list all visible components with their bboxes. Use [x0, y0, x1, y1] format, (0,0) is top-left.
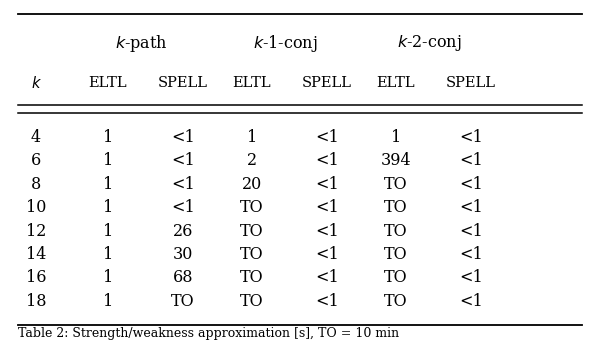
- Text: 26: 26: [173, 223, 193, 239]
- Text: 1: 1: [103, 129, 113, 146]
- Text: 1: 1: [103, 246, 113, 263]
- Text: $k$-path: $k$-path: [115, 32, 167, 54]
- Text: SPELL: SPELL: [158, 76, 208, 89]
- Text: 16: 16: [26, 269, 46, 287]
- Text: 1: 1: [391, 129, 401, 146]
- Text: 1: 1: [103, 199, 113, 216]
- Text: 10: 10: [26, 199, 46, 216]
- Text: <1: <1: [171, 129, 195, 146]
- Text: <1: <1: [171, 199, 195, 216]
- Text: TO: TO: [384, 269, 408, 287]
- Text: ELTL: ELTL: [89, 76, 127, 89]
- Text: $k$-1-conj: $k$-1-conj: [253, 32, 317, 54]
- Text: Table 2: Strength/weakness approximation [s], TO = 10 min: Table 2: Strength/weakness approximation…: [18, 327, 399, 340]
- Text: 1: 1: [103, 176, 113, 193]
- Text: 20: 20: [242, 176, 262, 193]
- Text: TO: TO: [384, 176, 408, 193]
- Text: TO: TO: [384, 199, 408, 216]
- Text: 1: 1: [103, 223, 113, 239]
- Text: <1: <1: [315, 269, 339, 287]
- Text: <1: <1: [315, 129, 339, 146]
- Text: 68: 68: [173, 269, 193, 287]
- Text: 8: 8: [31, 176, 41, 193]
- Text: <1: <1: [459, 152, 483, 169]
- Text: ELTL: ELTL: [233, 76, 271, 89]
- Text: <1: <1: [315, 199, 339, 216]
- Text: SPELL: SPELL: [446, 76, 496, 89]
- Text: <1: <1: [171, 152, 195, 169]
- Text: TO: TO: [240, 246, 264, 263]
- Text: TO: TO: [240, 199, 264, 216]
- Text: ELTL: ELTL: [377, 76, 415, 89]
- Text: <1: <1: [315, 176, 339, 193]
- Text: <1: <1: [459, 223, 483, 239]
- Text: <1: <1: [315, 246, 339, 263]
- Text: 12: 12: [26, 223, 46, 239]
- Text: <1: <1: [315, 152, 339, 169]
- Text: <1: <1: [315, 223, 339, 239]
- Text: 1: 1: [247, 129, 257, 146]
- Text: TO: TO: [240, 293, 264, 310]
- Text: TO: TO: [384, 246, 408, 263]
- Text: 2: 2: [247, 152, 257, 169]
- Text: 4: 4: [31, 129, 41, 146]
- Text: TO: TO: [384, 293, 408, 310]
- Text: 18: 18: [26, 293, 46, 310]
- Text: 1: 1: [103, 293, 113, 310]
- Text: <1: <1: [459, 269, 483, 287]
- Text: <1: <1: [171, 176, 195, 193]
- Text: <1: <1: [459, 246, 483, 263]
- Text: <1: <1: [459, 293, 483, 310]
- Text: 1: 1: [103, 152, 113, 169]
- Text: <1: <1: [459, 176, 483, 193]
- Text: TO: TO: [240, 223, 264, 239]
- Text: 14: 14: [26, 246, 46, 263]
- Text: TO: TO: [384, 223, 408, 239]
- Text: 1: 1: [103, 269, 113, 287]
- Text: TO: TO: [240, 269, 264, 287]
- Text: 394: 394: [380, 152, 412, 169]
- Text: <1: <1: [459, 199, 483, 216]
- Text: <1: <1: [315, 293, 339, 310]
- Text: 30: 30: [173, 246, 193, 263]
- Text: $k$-2-conj: $k$-2-conj: [397, 33, 461, 53]
- Text: SPELL: SPELL: [302, 76, 352, 89]
- Text: $k$: $k$: [31, 75, 41, 90]
- Text: TO: TO: [171, 293, 195, 310]
- Text: 6: 6: [31, 152, 41, 169]
- Text: <1: <1: [459, 129, 483, 146]
